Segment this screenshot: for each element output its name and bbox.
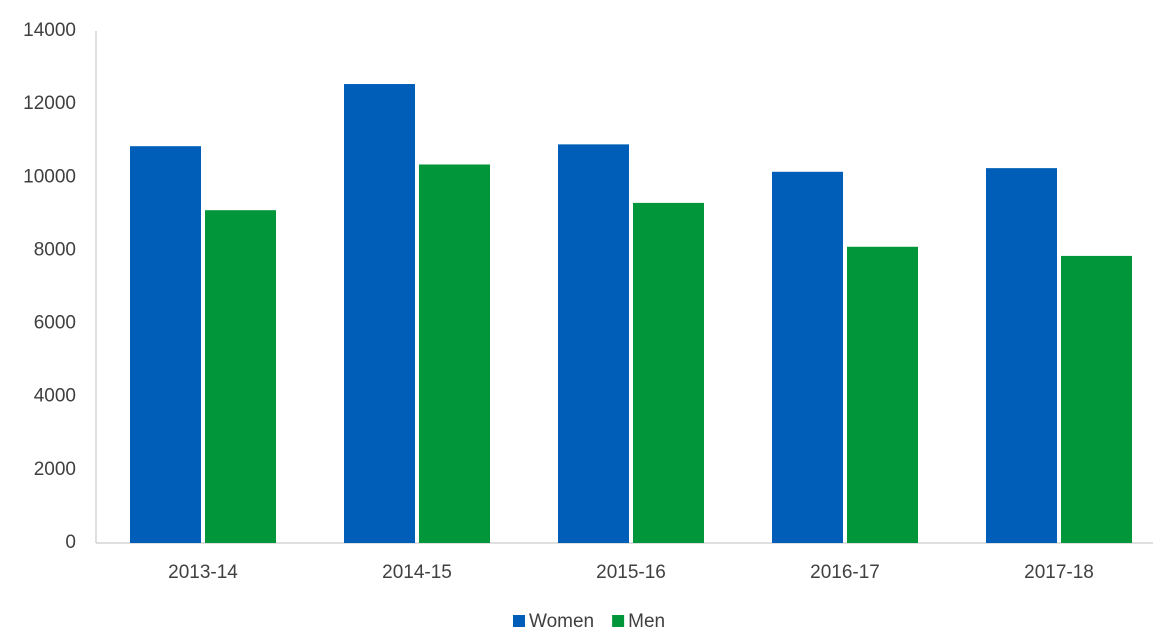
y-tick-label: 4000 — [34, 386, 76, 407]
x-tick-label: 2013-14 — [168, 562, 238, 583]
x-tick-label: 2014-15 — [382, 562, 452, 583]
y-tick-label: 2000 — [34, 459, 76, 480]
bar — [419, 164, 490, 543]
bar — [130, 146, 201, 543]
bar — [205, 210, 276, 543]
legend-swatch — [612, 615, 625, 627]
x-tick-label: 2015-16 — [596, 562, 666, 583]
y-tick-label: 14000 — [23, 20, 76, 41]
y-tick-label: 0 — [65, 532, 76, 553]
y-tick-label: 10000 — [23, 166, 76, 187]
bar — [847, 246, 918, 543]
bar — [986, 168, 1057, 543]
bar — [558, 144, 629, 543]
x-tick-label: 2017-18 — [1024, 562, 1094, 583]
bar — [633, 202, 704, 543]
y-tick-label: 6000 — [34, 313, 76, 334]
legend-swatch — [513, 615, 525, 627]
legend-label: Men — [628, 611, 665, 631]
x-tick-label: 2016-17 — [810, 562, 880, 583]
bar — [1061, 255, 1132, 543]
bar — [344, 84, 415, 544]
y-tick-label: 12000 — [23, 93, 76, 114]
bar — [772, 171, 843, 544]
y-tick-label: 8000 — [34, 239, 76, 260]
legend-label: Women — [529, 611, 594, 631]
